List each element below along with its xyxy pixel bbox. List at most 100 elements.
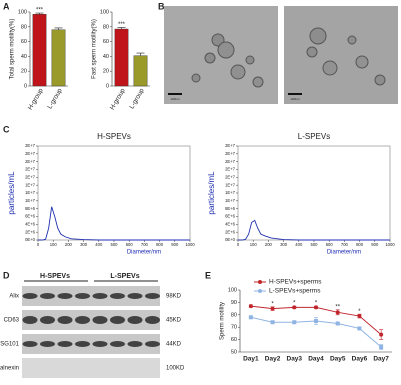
significance: ***: [36, 8, 44, 14]
y-axis-label: Fast sperm motility(%): [92, 19, 98, 79]
y-tick-label: 2E+7: [25, 159, 36, 164]
blot-band: [22, 341, 38, 347]
y-tick-label: 2E+7: [25, 151, 36, 156]
bar: [133, 55, 148, 87]
x-tick-label: Day2: [265, 356, 281, 363]
x-tick-label: 400: [295, 242, 303, 247]
marker: [379, 332, 384, 337]
y-tick-label: 2E+7: [25, 174, 36, 179]
x-tick-label: Day7: [373, 356, 389, 363]
y-tick-label: 20: [21, 69, 27, 75]
protein-label: TSG101: [0, 342, 20, 348]
x-tick-label: 100: [250, 242, 258, 247]
y-tick-label: 80: [231, 312, 237, 318]
error-bar: [117, 27, 126, 30]
marker: [335, 321, 340, 326]
y-tick-label: 60: [21, 39, 27, 45]
scale-label: 100nm: [290, 97, 300, 101]
x-tick-label: Day3: [287, 356, 303, 363]
x-tick-label: 900: [371, 242, 379, 247]
x-tick-label: 800: [356, 242, 364, 247]
x-tick-label: 500: [111, 242, 119, 247]
protein-label: Calnexin: [0, 366, 19, 372]
blot-strip: [22, 334, 160, 354]
marker: [270, 320, 275, 325]
blot-band: [40, 293, 55, 299]
chart-title: L-SPEVs: [298, 132, 330, 141]
panel-label: E: [205, 270, 211, 280]
x-axis-label: Diameter/nm: [327, 250, 361, 256]
blot-band: [110, 341, 125, 347]
blot-band: [22, 293, 38, 299]
x-tick-label: 300: [80, 242, 88, 247]
y-tick-label: 0: [106, 83, 109, 89]
blot-band: [75, 293, 90, 299]
chart-title: H-SPEVs: [97, 132, 131, 141]
error-bar: [136, 52, 145, 56]
plot-frame: [237, 145, 391, 241]
marker: [379, 345, 384, 350]
marker: [314, 319, 318, 323]
x-tick-label: H-group: [109, 87, 127, 111]
blot-band: [145, 341, 160, 347]
marker: [335, 310, 340, 315]
marker: [270, 306, 275, 311]
marker: [357, 314, 362, 319]
y-tick-label: 80: [103, 24, 109, 30]
error-bar: [35, 12, 44, 15]
size-label: 45KD: [166, 318, 182, 324]
plot-frame: [37, 145, 191, 241]
line: [238, 219, 390, 241]
scale-label: 100nm: [170, 97, 180, 101]
marker: [357, 326, 362, 331]
blot-strip: [22, 286, 160, 306]
y-tick-label: 2E+7: [25, 143, 36, 148]
y-axis-label: Sperm motility: [220, 302, 226, 340]
x-tick-label: 100: [50, 242, 58, 247]
y-tick-label: 1E+7: [25, 198, 36, 203]
significance: *: [293, 301, 296, 307]
x-tick-label: 600: [126, 242, 134, 247]
blot-band: [145, 293, 160, 299]
panel-label: C: [3, 124, 10, 134]
y-axis-label: Total sperm motility(%): [10, 19, 16, 80]
y-tick-label: 100: [18, 9, 27, 15]
x-tick-label: 500: [311, 242, 319, 247]
y-tick-label: 4E+6: [25, 221, 36, 226]
legend-marker: [258, 280, 262, 284]
x-tick-label: Day4: [308, 356, 324, 363]
x-tick-label: 0: [237, 242, 240, 247]
marker: [292, 320, 297, 325]
x-tick-label: H-group: [27, 87, 45, 111]
y-tick-label: 40: [21, 54, 27, 60]
protein-label: Alix: [9, 294, 19, 300]
x-tick-label: Day5: [330, 356, 346, 363]
y-tick-label: 6E+6: [225, 214, 236, 219]
y-tick-label: 80: [21, 24, 27, 30]
x-tick-label: 1000: [385, 242, 395, 247]
size-label: 44KD: [166, 342, 182, 348]
y-tick-label: 8E+6: [25, 206, 36, 211]
blot-band: [127, 341, 143, 347]
panel-label: D: [3, 270, 10, 280]
blot-band: [22, 316, 38, 324]
significance: *: [271, 301, 274, 307]
blot-band: [92, 316, 108, 324]
y-tick-label: 2E+6: [25, 229, 36, 234]
x-tick-label: 1000: [185, 242, 195, 247]
y-tick-label: 0: [24, 83, 27, 89]
legend-marker: [258, 289, 262, 293]
y-tick-label: 1E+7: [225, 182, 236, 187]
blot-band: [75, 341, 90, 347]
marker: [292, 305, 297, 310]
y-tick-label: 40: [103, 54, 109, 60]
significance: *: [358, 309, 361, 315]
bar: [51, 29, 66, 87]
significance: ***: [118, 22, 126, 28]
error-bar: [54, 27, 63, 30]
y-tick-label: 8E+6: [225, 206, 236, 211]
blot-strip: [22, 358, 160, 378]
y-tick-label: 4E+6: [225, 221, 236, 226]
y-tick-label: 90: [231, 300, 237, 306]
